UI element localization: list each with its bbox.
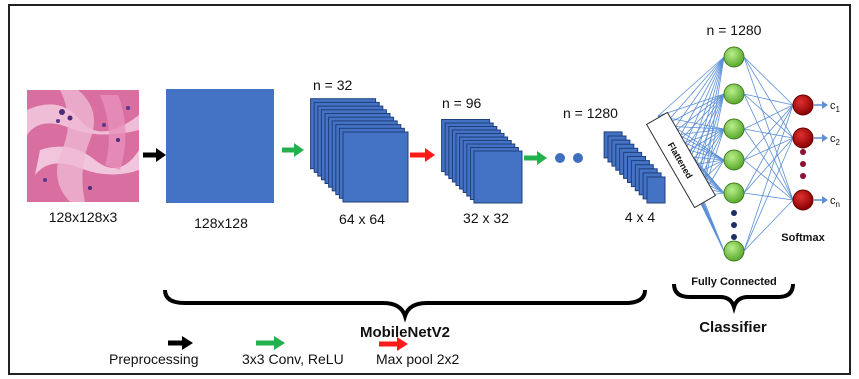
stage3-size-label: 32 x 32 (463, 210, 509, 226)
class-label: c1 (830, 100, 841, 114)
connection-line (696, 56, 725, 187)
output-ellipsis-dot (800, 173, 806, 179)
output-ellipsis-dot (800, 161, 806, 167)
output-arrow-head (822, 134, 828, 142)
output-ellipsis-dot (800, 149, 806, 155)
connection-line (674, 56, 725, 147)
stage1-size-label: 128x128 (194, 215, 248, 231)
stage4-n-label: n = 1280 (563, 105, 618, 121)
connection-line (743, 192, 794, 201)
legend: Preprocessing 3x3 Conv, ReLU Max pool 2x… (109, 336, 459, 367)
connection-line (743, 93, 794, 139)
connection-line (743, 56, 794, 106)
stage2-size-label: 64 x 64 (339, 211, 385, 227)
softmax-label: Softmax (781, 232, 825, 244)
hidden-node (723, 118, 745, 140)
hidden-node (723, 182, 745, 204)
connection-line (743, 128, 794, 139)
ellipsis-dot-2 (573, 153, 583, 163)
legend-item-preprocessing: Preprocessing (109, 336, 199, 367)
class-label-subscript: 1 (836, 105, 841, 114)
legend-label-preprocessing: Preprocessing (109, 351, 199, 367)
hidden-ellipsis-dot (731, 234, 737, 240)
connection-line (657, 56, 725, 117)
connection-line (743, 104, 794, 252)
connection-line (743, 56, 794, 201)
softmax-output-layer: c1 c2 cn (792, 94, 841, 211)
input-image (27, 90, 139, 202)
conv-arrow-2 (524, 151, 547, 165)
feature-map-stack-4 (603, 131, 666, 204)
connection-line (701, 195, 725, 252)
connection-line (743, 137, 794, 252)
legend-label-maxpool: Max pool 2x2 (376, 351, 459, 367)
classifier-label: Classifier (699, 319, 767, 336)
hidden-node (723, 149, 745, 171)
connection-line (743, 128, 794, 201)
mobilenet-brace (163, 289, 647, 323)
conv-arrow-1 (282, 143, 304, 157)
connection-line (685, 56, 725, 167)
output-node (792, 127, 814, 149)
connection-line (690, 56, 725, 177)
connection-line (701, 56, 725, 197)
fully-connected-label: Fully Connected (691, 276, 777, 288)
legend-item-maxpool: Max pool 2x2 (376, 337, 459, 367)
feature-map-4-slice (646, 176, 666, 204)
connection-line (743, 93, 794, 106)
feature-map-stack-64 (310, 98, 409, 203)
connection-line (743, 104, 794, 194)
connection-line (668, 56, 725, 137)
hidden-node (723, 46, 745, 68)
stage4-size-label: 4 x 4 (625, 209, 656, 225)
hidden-ellipsis-dot (731, 222, 737, 228)
connection-line (663, 93, 725, 127)
feature-map-stack-32 (441, 119, 523, 204)
connection-line (743, 93, 794, 201)
class-label: cn (830, 195, 840, 209)
connection-line (743, 56, 794, 139)
fully-connected-layer (723, 46, 745, 262)
feature-map-32-slice (473, 150, 523, 204)
connection-line (674, 93, 725, 147)
preprocessing-arrow (143, 148, 166, 162)
ellipsis-dot-1 (555, 153, 565, 163)
connection-line (743, 104, 794, 161)
output-node (792, 189, 814, 211)
stage3-n-label: n = 96 (442, 95, 482, 111)
output-node (792, 94, 814, 116)
legend-item-conv: 3x3 Conv, ReLU (242, 336, 344, 367)
mobilenet-label: MobileNetV2 (360, 324, 450, 341)
connection-line (743, 137, 794, 194)
output-arrow-head (822, 101, 828, 109)
connection-line (743, 159, 794, 201)
fc-n-label: n = 1280 (707, 22, 762, 38)
hidden-node (723, 240, 745, 262)
input-size-label: 128x128x3 (49, 209, 118, 225)
feature-map-64-slice (342, 131, 409, 203)
connection-line (679, 56, 725, 157)
maxpool-arrow (410, 148, 435, 162)
class-label-subscript: 2 (836, 138, 841, 147)
classifier-brace (672, 283, 795, 314)
stage2-n-label: n = 32 (313, 77, 353, 93)
output-arrow-head (822, 196, 828, 204)
hidden-ellipsis-dot (731, 210, 737, 216)
connection-line (663, 56, 725, 127)
hidden-node (723, 83, 745, 105)
connection-line (743, 199, 794, 252)
class-label: c2 (830, 133, 841, 147)
legend-label-conv: 3x3 Conv, ReLU (242, 351, 344, 367)
connection-line (743, 104, 794, 130)
class-label-subscript: n (836, 200, 840, 209)
feature-map-128 (166, 89, 274, 203)
